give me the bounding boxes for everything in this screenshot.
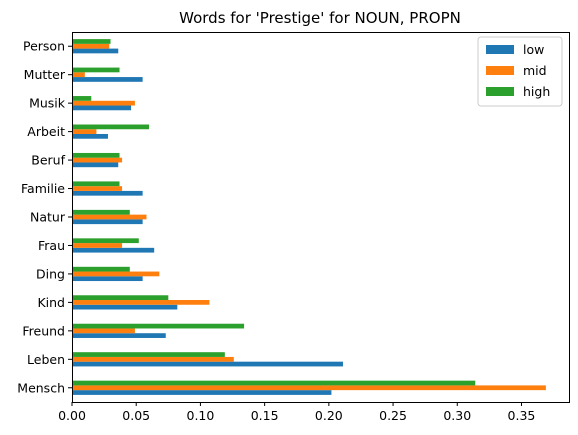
bar-high-mutter	[72, 67, 120, 73]
bar-high-kind	[72, 295, 169, 301]
x-tick-label: 0.25	[379, 408, 407, 423]
bar-low-mensch	[72, 390, 332, 395]
x-tick-label: 0.00	[58, 408, 86, 423]
bar-high-frau	[72, 238, 139, 244]
legend: low mid high	[477, 36, 563, 107]
bar-high-leben	[72, 352, 225, 357]
y-tick-label: Leben	[27, 352, 65, 367]
bar-mid-frau	[72, 243, 123, 248]
bar-low-natur	[72, 219, 143, 225]
bar-mid-ding	[72, 271, 160, 277]
bar-low-ding	[72, 276, 143, 282]
bar-mid-arbeit	[72, 129, 97, 134]
bars-group	[72, 39, 546, 395]
y-tick-label: Natur	[30, 210, 66, 225]
bar-mid-kind	[72, 300, 210, 305]
y-tick-label: Mutter	[24, 67, 66, 82]
bar-low-mutter	[72, 77, 143, 82]
x-tick-label: 0.30	[443, 408, 471, 423]
y-tick-label: Ding	[36, 266, 65, 281]
bar-low-arbeit	[72, 133, 108, 139]
legend-label-low: low	[523, 42, 544, 57]
legend-swatch-mid	[486, 66, 514, 75]
bar-mid-freund	[72, 328, 135, 334]
bar-low-frau	[72, 247, 155, 253]
bar-high-freund	[72, 323, 245, 329]
y-tick-label: Musik	[29, 96, 66, 111]
legend-swatch-high	[486, 87, 514, 96]
bar-mid-person	[72, 43, 110, 49]
x-tick-label: 0.10	[187, 408, 215, 423]
bar-mid-natur	[72, 214, 147, 220]
bar-mid-familie	[72, 186, 123, 191]
bar-low-freund	[72, 333, 166, 338]
y-tick-label: Familie	[21, 181, 65, 196]
legend-label-mid: mid	[523, 63, 547, 78]
x-tick-label: 0.05	[122, 408, 150, 423]
x-tick-label: 0.35	[508, 408, 536, 423]
legend-label-high: high	[523, 84, 550, 99]
x-axis-ticks: 0.00 0.05 0.10 0.15 0.20 0.25 0.30 0.35	[58, 402, 535, 423]
bar-low-beruf	[72, 162, 119, 168]
bar-mid-beruf	[72, 157, 123, 163]
y-axis-ticks: Mensch Leben Freund Kind Ding Frau Natur Famili…	[17, 39, 72, 395]
bar-high-mensch	[72, 380, 476, 386]
y-tick-label: Person	[23, 39, 65, 54]
y-tick-label: Arbeit	[27, 124, 65, 139]
bar-high-arbeit	[72, 124, 150, 130]
legend-swatch-low	[486, 45, 514, 54]
y-tick-label: Kind	[37, 295, 65, 310]
y-tick-label: Beruf	[31, 153, 65, 168]
y-tick-label: Mensch	[17, 380, 65, 395]
bar-mid-mensch	[72, 385, 546, 391]
y-tick-label: Freund	[22, 323, 65, 338]
x-tick-label: 0.20	[315, 408, 343, 423]
bar-high-musik	[72, 96, 92, 101]
bar-high-familie	[72, 181, 120, 187]
bar-low-leben	[72, 361, 343, 367]
bar-mid-musik	[72, 100, 135, 106]
bar-high-person	[72, 39, 111, 44]
y-tick-label: Frau	[38, 238, 65, 253]
bar-high-ding	[72, 266, 130, 272]
bar-high-beruf	[72, 152, 120, 158]
bar-low-kind	[72, 304, 178, 310]
bar-low-familie	[72, 190, 143, 196]
chart-title: Words for 'Prestige' for NOUN, PROPN	[179, 9, 461, 27]
bar-mid-leben	[72, 356, 234, 362]
x-tick-label: 0.15	[251, 408, 279, 423]
bar-mid-mutter	[72, 72, 85, 78]
bar-high-natur	[72, 209, 130, 215]
plot-frame	[72, 32, 570, 403]
bar-low-musik	[72, 105, 132, 111]
bar-low-person	[72, 48, 119, 54]
